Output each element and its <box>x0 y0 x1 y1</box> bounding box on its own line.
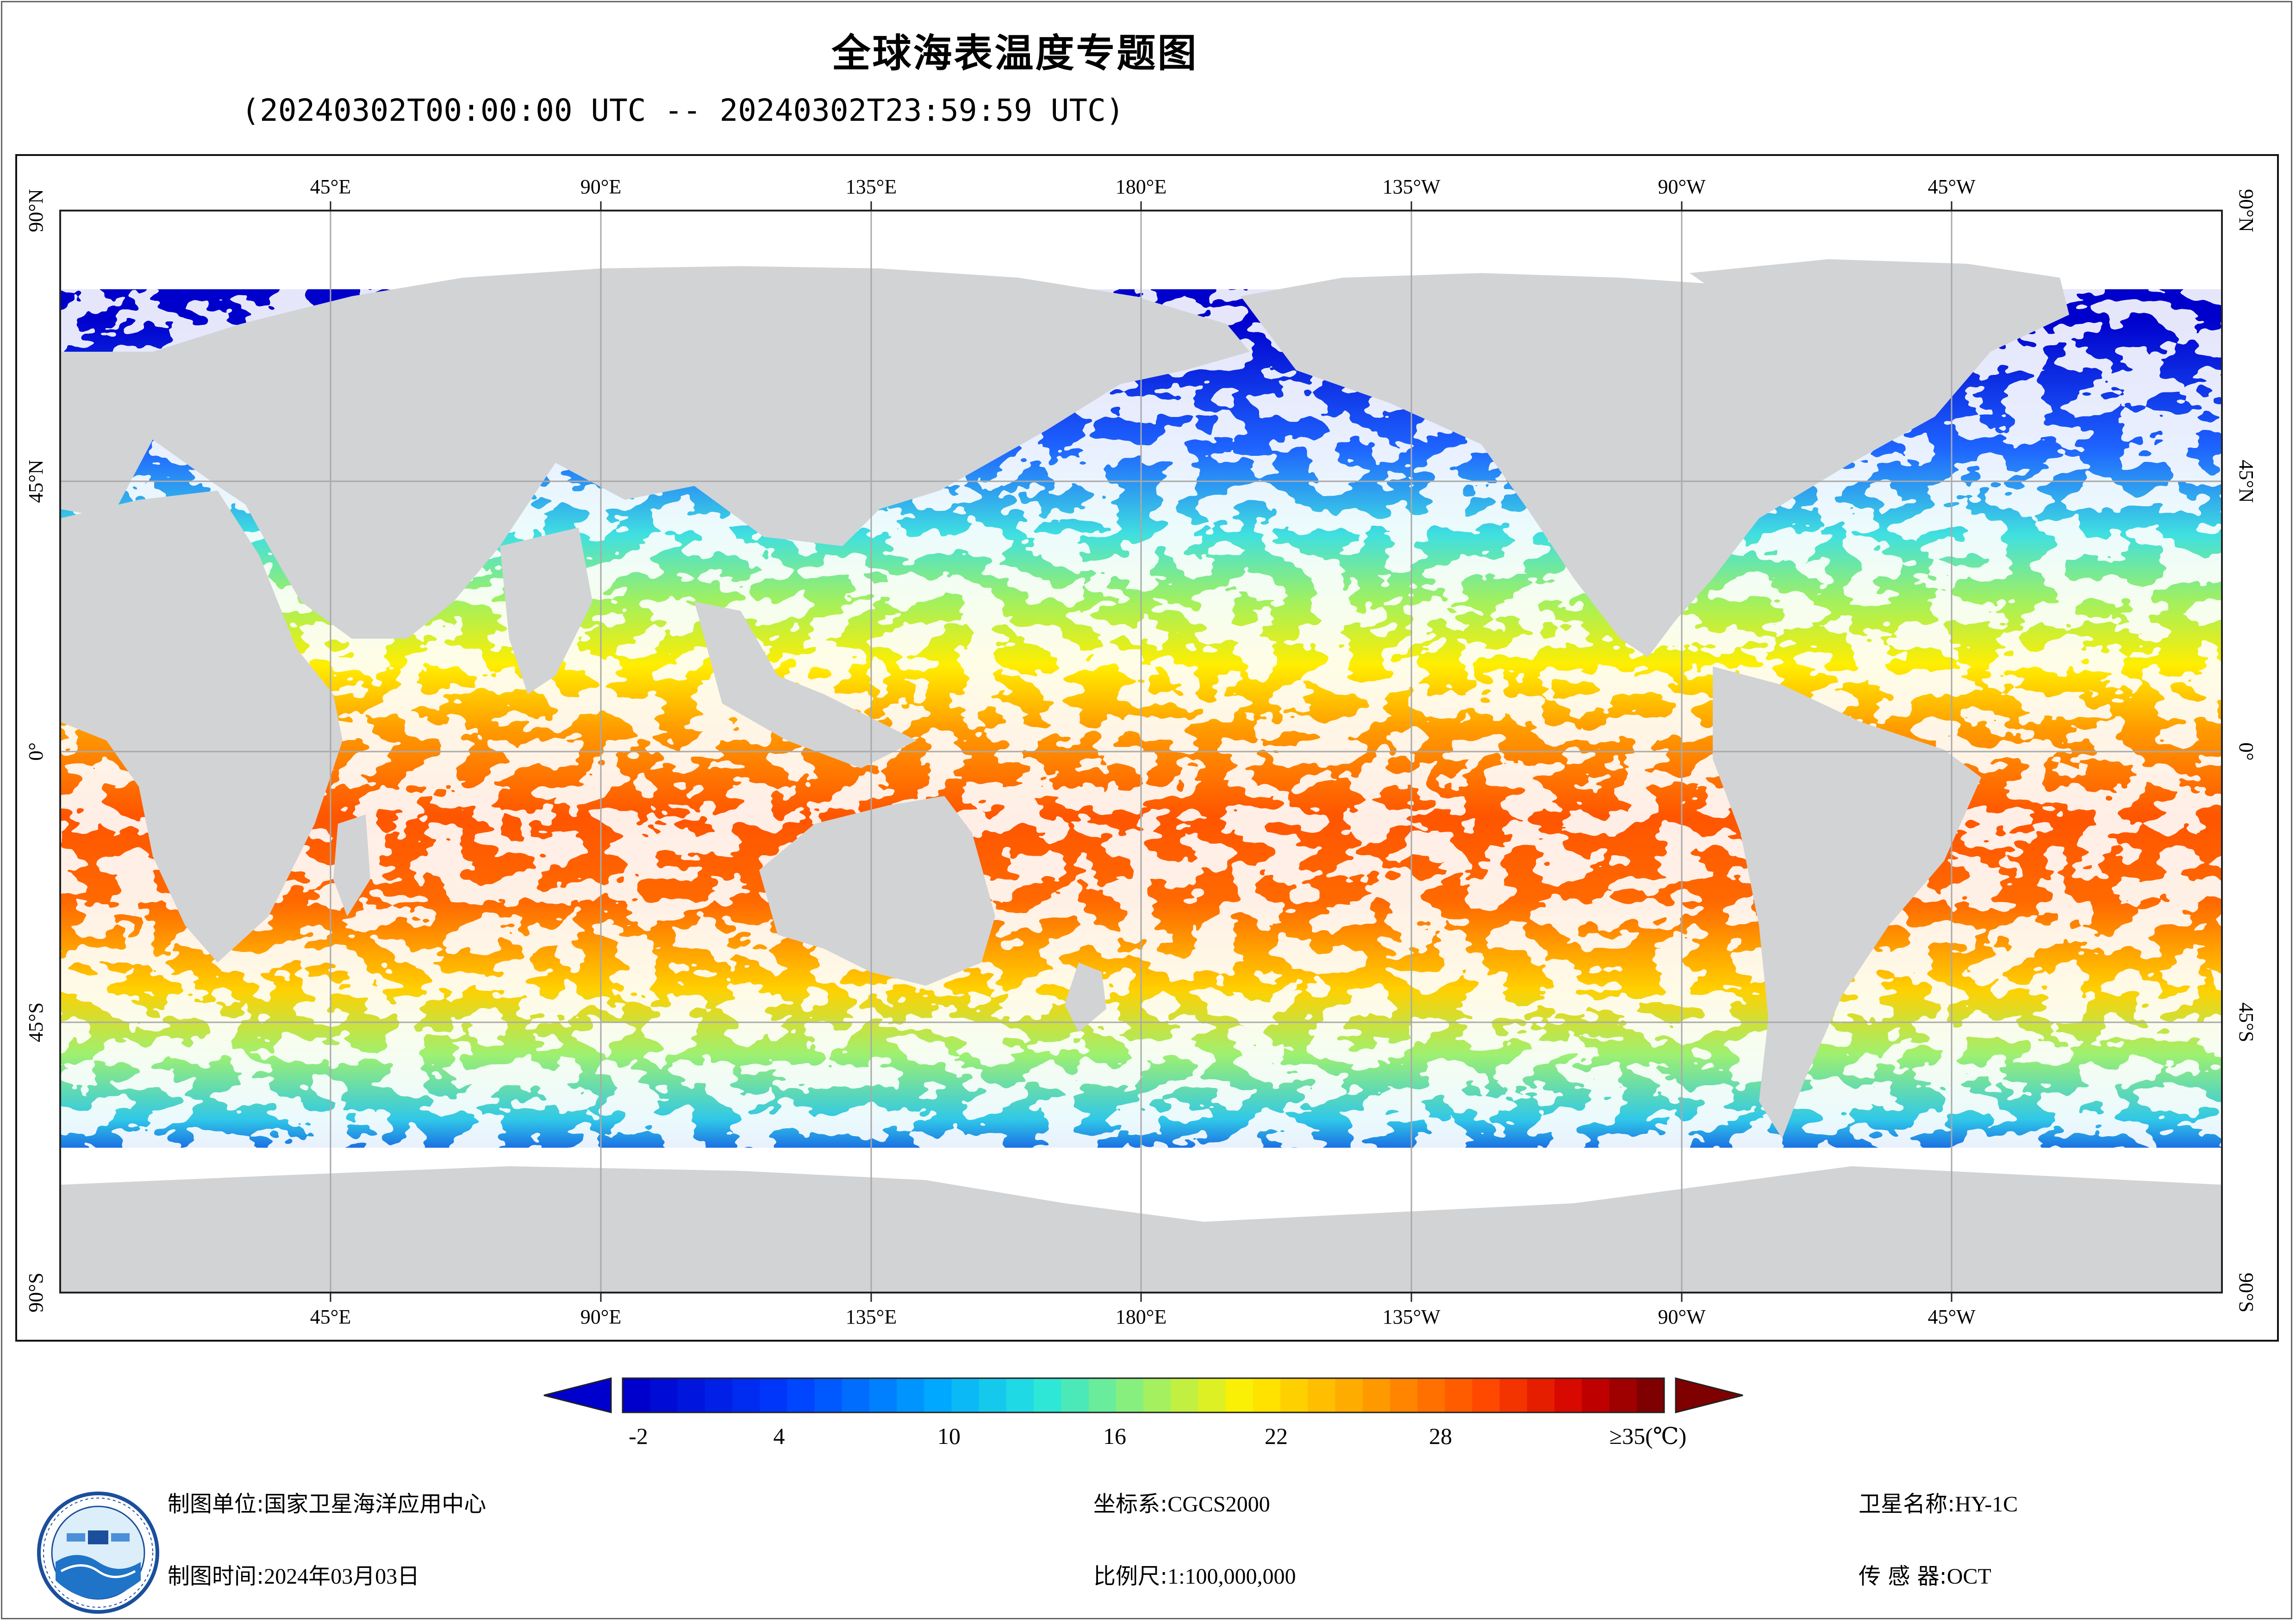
indian-subcontinent-land <box>500 528 593 694</box>
org-value: 国家卫星海洋应用中心 <box>264 1491 487 1517</box>
right-lat-label: 45°S <box>2235 1002 2258 1042</box>
time-range-text: (20240302T00:00:00 UTC -- 20240302T23:59… <box>241 93 1124 128</box>
top-lon-label: 45°W <box>1928 175 1976 198</box>
map-layers <box>60 211 2222 1293</box>
bottom-lon-label: 45°E <box>310 1306 351 1328</box>
right-lat-labels: 90°N 45°N 0° 45°S 90°S <box>2235 189 2258 1312</box>
time-range-subtitle: (20240302T00:00:00 UTC -- 20240302T23:59… <box>0 93 2291 128</box>
greenland-land <box>1690 259 2069 361</box>
footer-scale: 比例尺:1:100,000,000 <box>1093 1558 1296 1590</box>
footer-sensor: 传 感 器:OCT <box>1859 1558 1991 1590</box>
madagascar-land <box>333 815 370 916</box>
footer-crs: 坐标系:CGCS2000 <box>1093 1486 1270 1518</box>
satellite-label: 卫星名称: <box>1859 1491 1955 1517</box>
org-label: 制图单位: <box>168 1491 264 1517</box>
right-lat-label: 0° <box>2235 742 2258 761</box>
new-zealand-land <box>1065 963 1106 1032</box>
eurasia-land <box>60 266 1250 639</box>
scale-value: 1:100,000,000 <box>1167 1564 1296 1589</box>
top-lon-label: 90°W <box>1658 175 1706 198</box>
satellite-value: HY-1C <box>1955 1492 2018 1517</box>
graticule <box>60 211 2222 1293</box>
left-lat-label: 45°S <box>25 1002 47 1042</box>
sensor-label: 传 感 器: <box>1859 1563 1947 1589</box>
right-lat-label: 90°S <box>2235 1273 2258 1312</box>
date-value: 2024年03月03日 <box>264 1564 420 1589</box>
tick-marks <box>330 201 1953 1302</box>
top-lon-label: 45°E <box>310 175 351 198</box>
right-lat-label: 90°N <box>2235 189 2258 232</box>
bottom-lon-label: 135°E <box>846 1306 897 1328</box>
bottom-lon-label: 180°E <box>1116 1306 1167 1328</box>
left-lat-label: 0° <box>25 742 47 761</box>
footer-satellite: 卫星名称:HY-1C <box>1859 1486 2018 1518</box>
map-frame <box>15 154 2279 1342</box>
map-title: 全球海表温度专题图 <box>831 31 1198 76</box>
top-lon-labels: 45°E 90°E 135°E 180°E 135°W 90°W 45°W <box>310 175 1976 198</box>
crs-label: 坐标系: <box>1093 1491 1168 1517</box>
nsoas-logo <box>37 1492 159 1614</box>
left-lat-label: 90°N <box>25 189 47 232</box>
left-lat-label: 90°S <box>25 1273 47 1312</box>
africa-land <box>60 491 343 963</box>
north-america-land <box>1241 273 1990 657</box>
bottom-lon-label: 90°E <box>580 1306 621 1328</box>
bottom-lon-label: 135°W <box>1382 1306 1441 1328</box>
bottom-lon-labels: 45°E 90°E 135°E 180°E 135°W 90°W 45°W <box>310 1306 1976 1328</box>
left-lat-labels: 90°N 45°N 0° 45°S 90°S <box>25 189 47 1312</box>
southeast-asia-land <box>694 602 917 768</box>
top-lon-label: 180°E <box>1116 175 1167 198</box>
top-lon-label: 90°E <box>580 175 621 198</box>
bottom-lon-label: 45°W <box>1928 1306 1976 1328</box>
footer-org: 制图单位:国家卫星海洋应用中心 <box>168 1486 486 1518</box>
australia-land <box>759 796 995 986</box>
sensor-value: OCT <box>1947 1564 1991 1589</box>
bottom-lon-label: 90°W <box>1658 1306 1706 1328</box>
footer-date: 制图时间:2024年03月03日 <box>168 1558 419 1590</box>
south-america-land <box>1713 666 1981 1138</box>
top-lon-label: 135°E <box>846 175 897 198</box>
date-label: 制图时间: <box>168 1563 264 1589</box>
crs-value: CGCS2000 <box>1167 1492 1270 1517</box>
scale-label: 比例尺: <box>1093 1563 1168 1589</box>
right-lat-label: 45°N <box>2235 460 2258 503</box>
top-lon-label: 135°W <box>1382 175 1441 198</box>
sst-map: 45°E 90°E 135°E 180°E 135°W 90°W 45°W 45… <box>25 175 2258 1328</box>
left-lat-label: 45°N <box>25 460 47 503</box>
